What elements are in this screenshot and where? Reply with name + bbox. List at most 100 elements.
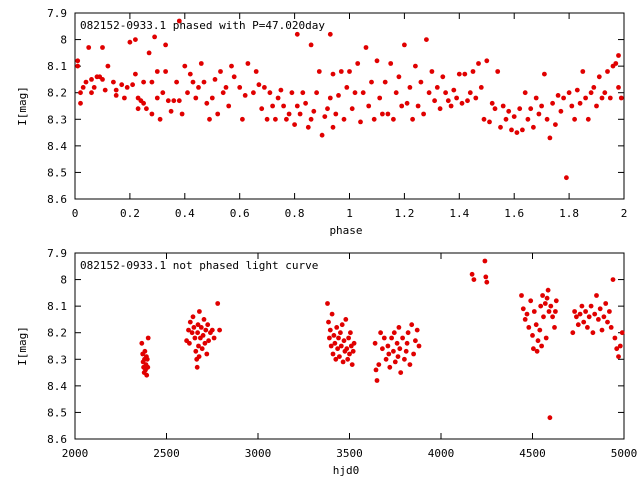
phased-data-point (267, 90, 273, 96)
unphased-data-point (520, 306, 526, 312)
phased-data-point (253, 69, 259, 74)
phased-y-tick-label: 8 (60, 34, 67, 47)
phased-data-point (443, 90, 448, 96)
unphased-data-point (570, 330, 576, 336)
phased-data-point (616, 85, 621, 90)
unphased-data-point (592, 311, 598, 317)
unphased-data-point (581, 319, 587, 325)
phased-data-point (179, 111, 185, 117)
unphased-data-point (572, 309, 577, 314)
phased-data-point (396, 74, 402, 80)
phased-data-point (146, 50, 152, 56)
phased-x-tick-label: 1.4 (449, 207, 469, 220)
unphased-data-point (612, 335, 618, 341)
unphased-data-point (588, 303, 594, 309)
phased-data-point (229, 63, 234, 69)
unphased-data-point (327, 335, 332, 341)
unphased-x-tick-label: 4500 (519, 447, 546, 460)
unphased-data-point (340, 359, 346, 365)
phased-data-point (325, 106, 330, 112)
unphased-data-point (211, 335, 217, 341)
phased-data-point (536, 111, 542, 117)
phased-data-point (185, 90, 190, 96)
phased-data-point (193, 95, 199, 101)
phased-data-point (544, 116, 550, 122)
phased-data-point (369, 79, 374, 85)
phased-data-point (303, 100, 308, 106)
unphased-x-tick-label: 3500 (336, 447, 363, 460)
phased-data-point (566, 90, 572, 96)
phased-data-point (432, 98, 437, 104)
phased-data-point (91, 85, 97, 90)
phased-data-point (588, 90, 594, 96)
phased-x-tick-label: 1.8 (559, 207, 579, 220)
unphased-data-point (215, 301, 221, 306)
phased-data-point (284, 116, 289, 122)
unphased-data-point (550, 314, 555, 320)
unphased-data-point (195, 330, 201, 336)
phased-y-tick-label: 8.4 (47, 140, 67, 153)
phased-data-point (209, 95, 215, 101)
phased-data-point (484, 58, 490, 64)
phased-data-point (264, 116, 270, 122)
unphased-data-point (601, 314, 607, 320)
unphased-data-point (378, 330, 383, 336)
phased-data-point (561, 95, 566, 101)
unphased-x-tick-label: 5000 (611, 447, 638, 460)
unphased-data-point (396, 325, 402, 330)
phased-data-point (333, 111, 339, 117)
phased-data-point (522, 90, 528, 96)
phased-data-point (352, 90, 358, 96)
unphased-data-point (349, 362, 355, 367)
phased-data-point (198, 61, 204, 66)
phased-data-point (478, 85, 484, 90)
phased-data-point (242, 93, 248, 98)
phased-data-point (341, 116, 347, 122)
unphased-ticks: 2000 2500 3000 3500 4000 4500 5000 7.9 8 8.1 8.2 8.… (47, 247, 637, 460)
phased-data-point (347, 69, 352, 74)
unphased-data-point (577, 311, 583, 317)
unphased-data-point (200, 333, 206, 338)
phased-data-point (338, 69, 344, 74)
phased-data-point (300, 90, 306, 96)
unphased-data-point (341, 338, 347, 344)
phased-data-point (83, 79, 89, 85)
unphased-data-point (339, 322, 345, 328)
phased-data-point (607, 95, 613, 101)
phased-data-point (133, 71, 138, 77)
phased-data-point (511, 114, 517, 119)
phased-data-point (256, 82, 262, 88)
phased-data-point (141, 79, 147, 85)
phased-data-point (358, 119, 363, 125)
phased-data-point (149, 79, 155, 85)
unphased-data-point (596, 317, 601, 322)
phased-x-tick-label: 1 (346, 207, 353, 220)
phased-data-point (124, 85, 130, 90)
unphased-data-point (139, 340, 145, 346)
phased-data-point (605, 69, 610, 74)
unphased-data-point (191, 325, 197, 330)
phased-data-point (160, 90, 166, 96)
phased-data-point (204, 100, 210, 106)
unphased-data-point (616, 354, 621, 359)
phased-data-point (336, 93, 341, 98)
phased-data-point (380, 111, 385, 117)
phased-data-point (533, 95, 539, 101)
unphased-data-point (483, 274, 489, 280)
phased-data-point (410, 116, 415, 122)
unphased-data-point (553, 298, 559, 304)
phased-data-point (413, 63, 418, 69)
phased-x-tick-label: 1.6 (504, 207, 524, 220)
phased-data-point (245, 61, 251, 66)
phased-data-point (585, 116, 591, 122)
phased-data-point (330, 124, 336, 130)
phased-data-point (509, 127, 514, 133)
unphased-data-point (607, 309, 612, 314)
unphased-data-point (397, 346, 403, 352)
unphased-data-point (398, 370, 404, 375)
unphased-data-point (535, 338, 541, 344)
phased-data-point (451, 87, 457, 93)
unphased-y-tick-label: 8.6 (47, 433, 67, 446)
phased-data-point (141, 100, 147, 106)
